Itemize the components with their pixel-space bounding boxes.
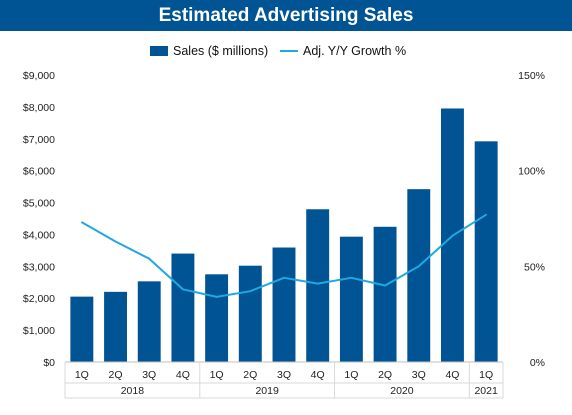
left-tick-label: $0 (43, 357, 55, 369)
x-tick-label: 3Q (142, 369, 156, 381)
growth-point (249, 290, 252, 293)
x-tick-label: 2Q (243, 369, 257, 381)
sales-bar (205, 274, 229, 362)
sales-bar (70, 296, 94, 362)
sales-bar (238, 265, 262, 362)
left-axis: $0 $1,000 $2,000 $3,000 $4,000 $5,000 $6,000 $7… (23, 70, 55, 369)
legend: Sales ($ millions) Adj. Y/Y Growth % (150, 44, 406, 58)
x-tick-label: 1Q (210, 369, 224, 381)
growth-point (182, 288, 184, 291)
left-tick-label: $8,000 (23, 102, 55, 114)
x-tick-label: 1Q (75, 369, 89, 381)
growth-point (316, 282, 319, 285)
x-group-label: 2021 (474, 385, 498, 397)
sales-bar (407, 189, 431, 362)
x-group-label: 2019 (255, 385, 279, 397)
x-tick-label: 3Q (412, 369, 426, 381)
left-tick-label: $2,000 (23, 293, 55, 305)
x-tick-label: 4Q (445, 369, 459, 381)
left-tick-label: $1,000 (23, 325, 55, 337)
growth-point (485, 213, 487, 216)
right-tick-label: 150% (518, 70, 545, 82)
left-tick-label: $5,000 (23, 198, 55, 210)
growth-point (81, 221, 83, 224)
left-tick-label: $3,000 (23, 261, 55, 273)
x-tick-label: 1Q (479, 369, 493, 381)
right-tick-label: 0% (530, 357, 545, 369)
x-tick-label: 2Q (378, 369, 392, 381)
left-tick-label: $4,000 (23, 229, 55, 241)
sales-bar (373, 226, 397, 362)
sales-bar (171, 253, 195, 362)
x-tick-label: 1Q (344, 369, 358, 381)
x-axis: 1Q 2Q 3Q 4Q 1Q 2Q 3Q 4Q 1Q 2Q 3Q 4Q 1Q 2018 2019 2020 20… (64, 361, 504, 399)
sales-bar (104, 291, 127, 362)
x-group-label: 2020 (390, 385, 414, 397)
left-tick-label: $7,000 (23, 134, 55, 146)
line-series (81, 213, 487, 298)
x-tick-label: 4Q (311, 369, 325, 381)
x-tick-label: 4Q (176, 369, 190, 381)
x-group-label: 2018 (121, 385, 145, 397)
growth-point (350, 277, 353, 279)
growth-point (215, 296, 218, 298)
legend-swatch-sales (150, 46, 168, 56)
growth-point (148, 257, 151, 260)
right-axis: 0% 50% 100% 150% (518, 70, 545, 369)
chart-title: Estimated Advertising Sales (0, 0, 572, 31)
right-tick-label: 50% (524, 261, 545, 273)
growth-point (417, 265, 420, 268)
sales-bar (137, 281, 161, 362)
sales-bar (474, 141, 498, 362)
legend-label-growth: Adj. Y/Y Growth % (303, 44, 406, 58)
growth-point (283, 277, 285, 279)
sales-bar (306, 209, 330, 362)
right-tick-label: 100% (518, 166, 545, 178)
growth-point (384, 284, 386, 287)
x-tick-label: 3Q (277, 369, 291, 381)
growth-point (451, 234, 454, 237)
left-tick-label: $6,000 (23, 166, 55, 178)
legend-label-sales: Sales ($ millions) (173, 44, 268, 58)
sales-bar (339, 236, 363, 362)
growth-point (114, 240, 117, 243)
left-tick-label: $9,000 (23, 70, 55, 82)
sales-bar (272, 247, 296, 362)
x-tick-label: 2Q (109, 369, 123, 381)
bar-series (70, 108, 498, 362)
